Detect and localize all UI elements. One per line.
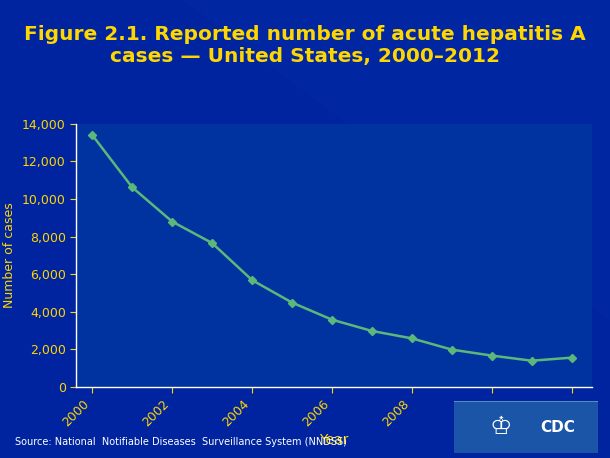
Text: ♔: ♔ — [489, 415, 512, 439]
Y-axis label: Number of cases: Number of cases — [4, 202, 16, 308]
Polygon shape — [183, 0, 610, 321]
X-axis label: Year: Year — [319, 433, 349, 447]
Text: Figure 2.1. Reported number of acute hepatitis A
cases — United States, 2000–201: Figure 2.1. Reported number of acute hep… — [24, 25, 586, 66]
Text: CDC: CDC — [540, 420, 575, 435]
Text: Source: National  Notifiable Diseases  Surveillance System (NNDSS): Source: National Notifiable Diseases Sur… — [15, 436, 347, 447]
FancyBboxPatch shape — [449, 401, 603, 454]
